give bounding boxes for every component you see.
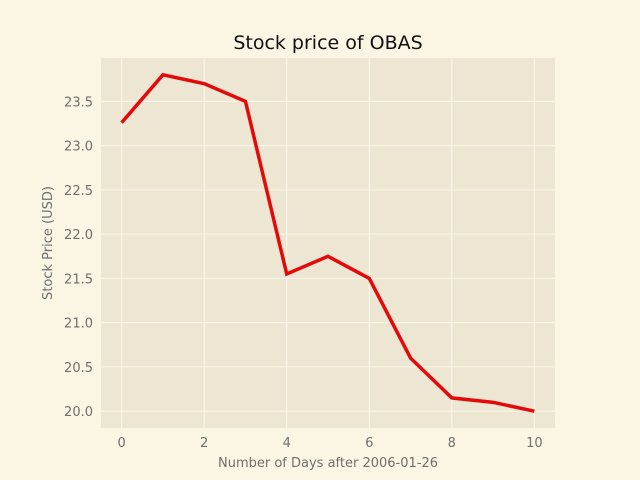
x-axis-label: Number of Days after 2006-01-26 xyxy=(218,456,438,471)
series-line xyxy=(120,72,535,413)
y-tick-label: 23.0 xyxy=(64,140,93,155)
chart-title: Stock price of OBAS xyxy=(233,32,422,54)
x-tick-label: 4 xyxy=(283,436,291,451)
y-tick-label: 22.0 xyxy=(64,228,93,243)
x-tick-label: 2 xyxy=(200,436,208,451)
y-tick-label: 21.0 xyxy=(64,317,93,332)
y-tick-label: 22.5 xyxy=(64,184,93,199)
x-tick-label: 0 xyxy=(117,436,125,451)
grid-lines xyxy=(101,58,555,428)
y-tick-labels: 20.0 20.5 21.0 21.5 22.0 22.5 23.0 23.5 xyxy=(64,95,93,420)
y-tick-label: 20.5 xyxy=(64,361,93,376)
x-tick-label: 6 xyxy=(365,436,373,451)
plot-area xyxy=(101,58,555,428)
x-tick-labels: 0 2 4 6 8 10 xyxy=(117,436,542,451)
y-axis-label: Stock Price (USD) xyxy=(41,186,56,300)
x-tick-label: 8 xyxy=(448,436,456,451)
y-tick-label: 20.0 xyxy=(64,405,93,420)
y-tick-label: 21.5 xyxy=(64,272,93,287)
x-tick-label: 10 xyxy=(526,436,543,451)
y-tick-label: 23.5 xyxy=(64,95,93,110)
series-lines xyxy=(120,72,535,413)
